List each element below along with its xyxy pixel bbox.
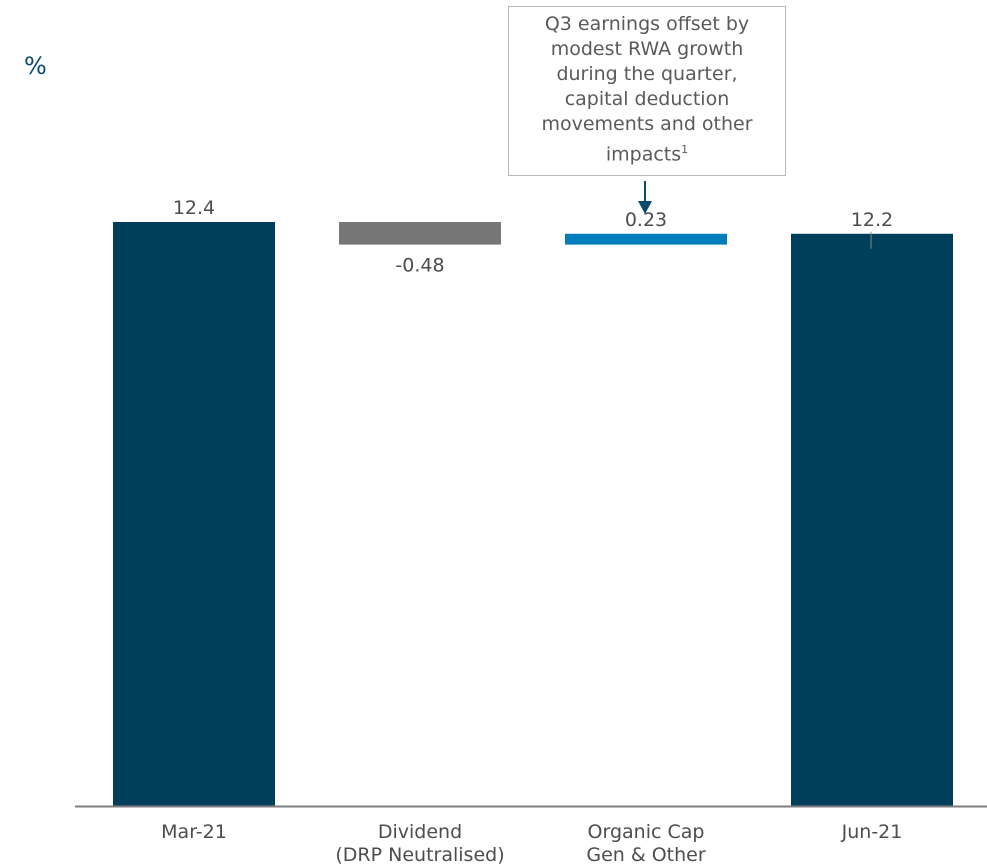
annotation-footnote: 1 [681, 143, 689, 156]
bar-3 [565, 233, 727, 245]
bar-1 [113, 222, 275, 806]
annotation-box: Q3 earnings offset by modest RWA growth … [508, 6, 786, 176]
bar-2 [339, 222, 501, 245]
category-label-3-line-2: Gen & Other [586, 844, 705, 866]
category-label-4-line-1: Jun-21 [841, 821, 903, 843]
unit-label: % [24, 52, 47, 80]
data-label-3: 0.23 [625, 209, 667, 231]
annotation-last-text: impacts [605, 143, 682, 166]
annotation-arrow-head [638, 201, 652, 214]
annotation-line-3: during the quarter, [556, 63, 738, 85]
annotation-line-2: modest RWA growth [550, 38, 744, 60]
category-label-3-line-1: Organic Cap [588, 821, 705, 843]
data-label-2: -0.48 [395, 255, 444, 277]
annotation-line-5: movements and other [541, 113, 753, 135]
category-label-2-line-2: (DRP Neutralised) [335, 844, 504, 866]
data-label-4: 12.2 [851, 209, 893, 231]
category-label-1-line-1: Mar-21 [161, 821, 227, 843]
annotation-line-1: Q3 earnings offset by [544, 13, 750, 35]
annotation-line-6: impacts1 [509, 137, 785, 167]
category-label-2-line-1: Dividend [378, 821, 462, 843]
bar-4 [791, 233, 953, 807]
annotation-line-4: capital deduction [564, 88, 730, 110]
data-label-1: 12.4 [173, 197, 215, 219]
